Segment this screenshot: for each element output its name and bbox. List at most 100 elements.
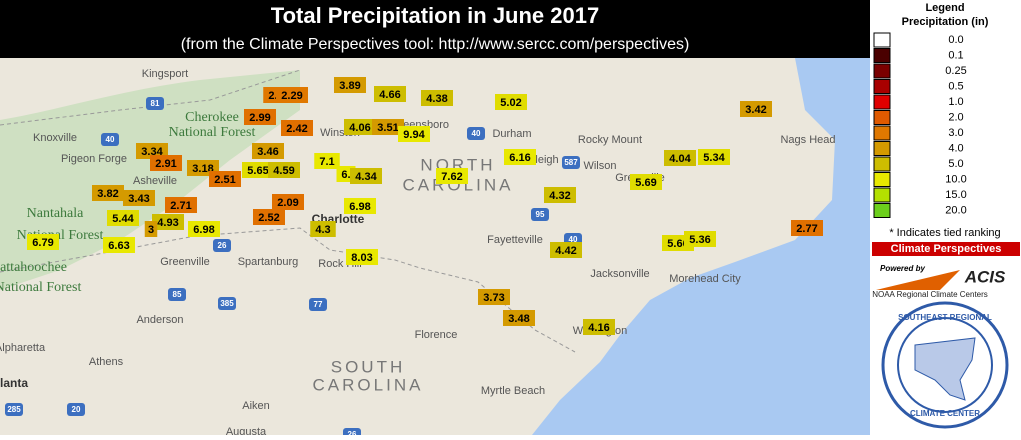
road-number: 20 bbox=[72, 405, 81, 414]
station-value: 9.94 bbox=[403, 129, 425, 141]
road-shield bbox=[562, 156, 580, 169]
station-value: 3.42 bbox=[745, 104, 766, 116]
station-value: 6.98 bbox=[349, 201, 370, 213]
place-label: Cherokee bbox=[185, 110, 239, 125]
legend-swatch bbox=[873, 141, 891, 156]
station-box bbox=[503, 310, 535, 326]
station-value: 2.71 bbox=[170, 200, 191, 212]
place-label: Greenville bbox=[160, 256, 210, 268]
station-box bbox=[252, 143, 284, 159]
station-value: 4.38 bbox=[426, 93, 447, 105]
rcc: NOAA Regional Climate Centers bbox=[872, 290, 988, 299]
station-value: 6.79 bbox=[32, 237, 53, 249]
station-box bbox=[123, 190, 155, 206]
road-number: 385 bbox=[220, 299, 234, 308]
place-label: Augusta bbox=[226, 426, 267, 435]
station-value: 4.93 bbox=[157, 217, 178, 229]
station-box bbox=[209, 171, 241, 187]
station-value: 2.42 bbox=[286, 123, 307, 135]
place-label: Nags Head bbox=[780, 134, 835, 146]
legend-label: 5.0 bbox=[948, 158, 963, 170]
station-value: 7.62 bbox=[441, 171, 462, 183]
road-shield bbox=[213, 239, 231, 252]
station-box bbox=[504, 149, 536, 165]
station-box bbox=[272, 194, 304, 210]
place-label: Asheville bbox=[133, 175, 177, 187]
legend-note: * Indicates tied ranking bbox=[889, 227, 1000, 239]
legend-label: 15.0 bbox=[945, 189, 966, 201]
ocean bbox=[532, 58, 870, 435]
legend-label: 0.5 bbox=[948, 80, 963, 92]
legend-label: 0.1 bbox=[948, 49, 963, 61]
station-value: 5.36 bbox=[689, 234, 710, 246]
station-value: 3.34 bbox=[141, 146, 163, 158]
place-label: Anderson bbox=[136, 314, 183, 326]
sercc-ring bbox=[897, 317, 993, 413]
legend-label: 3.0 bbox=[948, 127, 963, 139]
place-label: Florence bbox=[415, 329, 458, 341]
station-value: 5.02 bbox=[500, 97, 521, 109]
legend-swatch bbox=[873, 110, 891, 125]
station-box bbox=[107, 210, 139, 226]
station-value: 2.99 bbox=[249, 112, 270, 124]
powered-by: Powered by bbox=[880, 264, 925, 273]
station-box bbox=[92, 185, 124, 201]
road-shield bbox=[309, 298, 327, 311]
station-box bbox=[344, 198, 376, 214]
road-shield bbox=[467, 127, 485, 140]
place-label: tlanta bbox=[0, 376, 28, 390]
road-number: 81 bbox=[151, 99, 160, 108]
station-value: 4.3 bbox=[315, 224, 330, 236]
road-shield bbox=[67, 403, 85, 416]
station-box bbox=[791, 220, 823, 236]
legend-swatch bbox=[873, 63, 891, 79]
station-box bbox=[630, 174, 662, 190]
station-value: 2.52 bbox=[258, 212, 279, 224]
station-box bbox=[372, 119, 404, 135]
legend-swatch bbox=[873, 203, 891, 218]
station-value: 5.69 bbox=[635, 177, 656, 189]
mountains bbox=[0, 70, 300, 290]
station-value: 4.59 bbox=[273, 165, 294, 177]
place-label: Fayetteville bbox=[487, 234, 543, 246]
road-number: 587 bbox=[564, 158, 578, 167]
road-number: 85 bbox=[173, 290, 182, 299]
legend-label: 0.25 bbox=[945, 65, 966, 77]
station-box bbox=[244, 109, 276, 125]
station-box bbox=[698, 149, 730, 165]
place-label: hattahoochee bbox=[0, 260, 67, 275]
station-box bbox=[165, 197, 197, 213]
station-box bbox=[478, 289, 510, 305]
station-box bbox=[253, 209, 285, 225]
station-box bbox=[436, 168, 468, 184]
station-box bbox=[242, 162, 274, 178]
station-value: 3.46 bbox=[257, 146, 278, 158]
station-box bbox=[346, 249, 378, 265]
station-value: 5.34 bbox=[703, 152, 725, 164]
station-value: 4.66 bbox=[379, 89, 400, 101]
legend-swatch bbox=[873, 187, 891, 203]
road-number: 26 bbox=[218, 241, 227, 250]
station-value: 6.63 bbox=[108, 240, 129, 252]
legend-swatch bbox=[873, 48, 891, 63]
station-box bbox=[550, 242, 582, 258]
station-value: 2.77 bbox=[796, 223, 817, 235]
station-box bbox=[150, 155, 182, 171]
place-label: Myrtle Beach bbox=[481, 385, 545, 397]
station-box bbox=[398, 126, 430, 142]
place-label: Knoxville bbox=[33, 132, 77, 144]
station-value: 3.51 bbox=[377, 122, 398, 134]
place-label: Morehead City bbox=[669, 273, 741, 285]
station-value: 5.66 bbox=[667, 238, 688, 250]
road-number: 40 bbox=[106, 135, 115, 144]
title: Total Precipitation in June 2017 bbox=[271, 3, 599, 28]
place-label: Jacksonville bbox=[590, 268, 649, 280]
station-value: 6. bbox=[341, 169, 350, 181]
legend-title: Legend bbox=[925, 2, 964, 14]
legend-swatch bbox=[873, 94, 891, 110]
sercc-map bbox=[914, 337, 976, 401]
road-number: 285 bbox=[7, 405, 21, 414]
station-box bbox=[740, 101, 772, 117]
station-value: 2.51 bbox=[214, 174, 235, 186]
state-label: CAROLINA bbox=[313, 375, 424, 394]
